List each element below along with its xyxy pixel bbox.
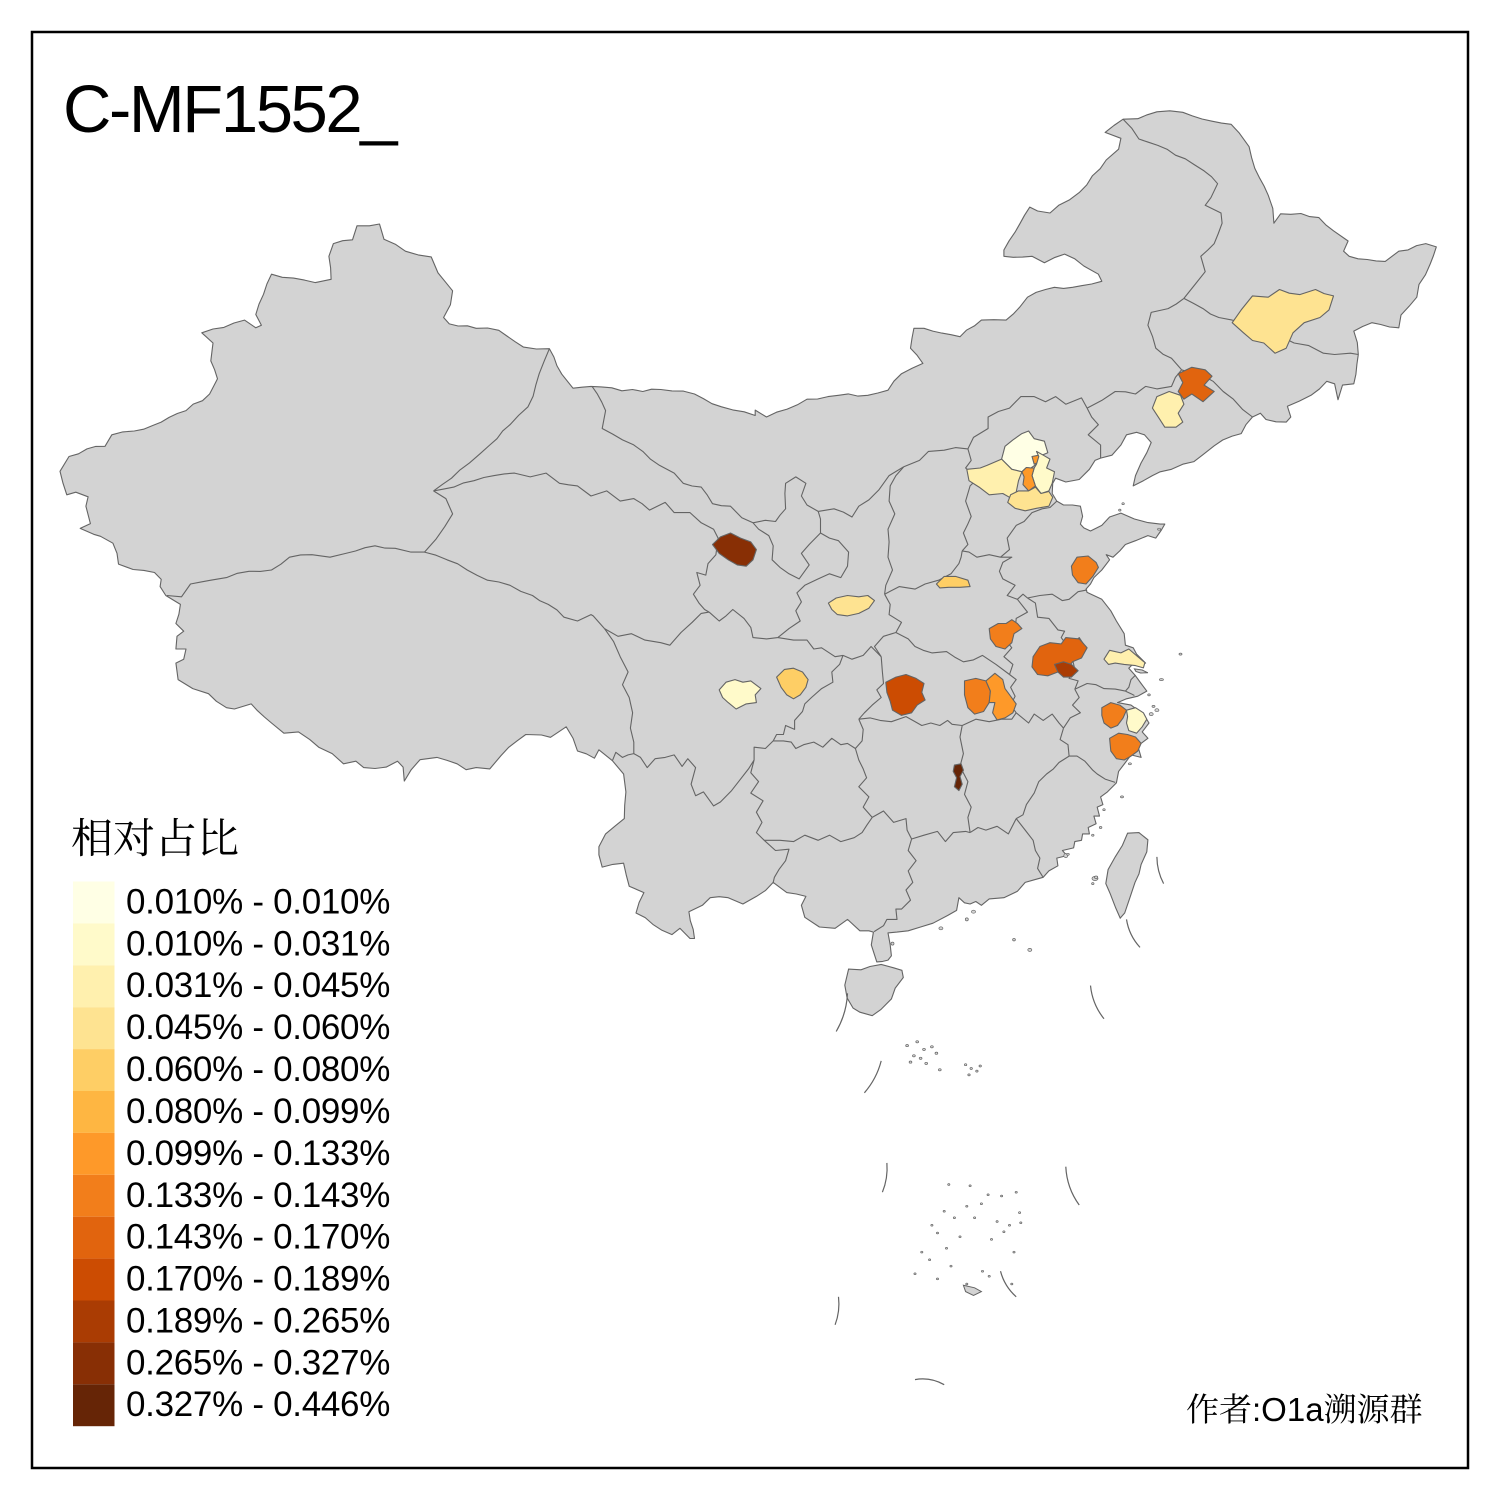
svg-text:0.031% - 0.045%: 0.031% - 0.045%: [126, 966, 390, 1005]
svg-text:0.327% - 0.446%: 0.327% - 0.446%: [126, 1385, 390, 1424]
svg-text:0.010% - 0.031%: 0.010% - 0.031%: [126, 924, 390, 963]
svg-text:C-MF1552_: C-MF1552_: [63, 72, 399, 147]
svg-text:0.189% - 0.265%: 0.189% - 0.265%: [126, 1302, 390, 1341]
svg-text:0.080% - 0.099%: 0.080% - 0.099%: [126, 1092, 390, 1131]
svg-text:0.099% - 0.133%: 0.099% - 0.133%: [126, 1134, 390, 1173]
svg-text:0.133% - 0.143%: 0.133% - 0.143%: [126, 1176, 390, 1215]
svg-text:0.265% - 0.327%: 0.265% - 0.327%: [126, 1343, 390, 1382]
svg-text:0.010% - 0.010%: 0.010% - 0.010%: [126, 883, 390, 922]
svg-text:0.060% - 0.080%: 0.060% - 0.080%: [126, 1050, 390, 1089]
svg-text:0.143% - 0.170%: 0.143% - 0.170%: [126, 1218, 390, 1257]
svg-text:0.045% - 0.060%: 0.045% - 0.060%: [126, 1008, 390, 1047]
svg-text::O1a: :O1a: [1252, 1391, 1324, 1428]
svg-text:0.170% - 0.189%: 0.170% - 0.189%: [126, 1260, 390, 1299]
